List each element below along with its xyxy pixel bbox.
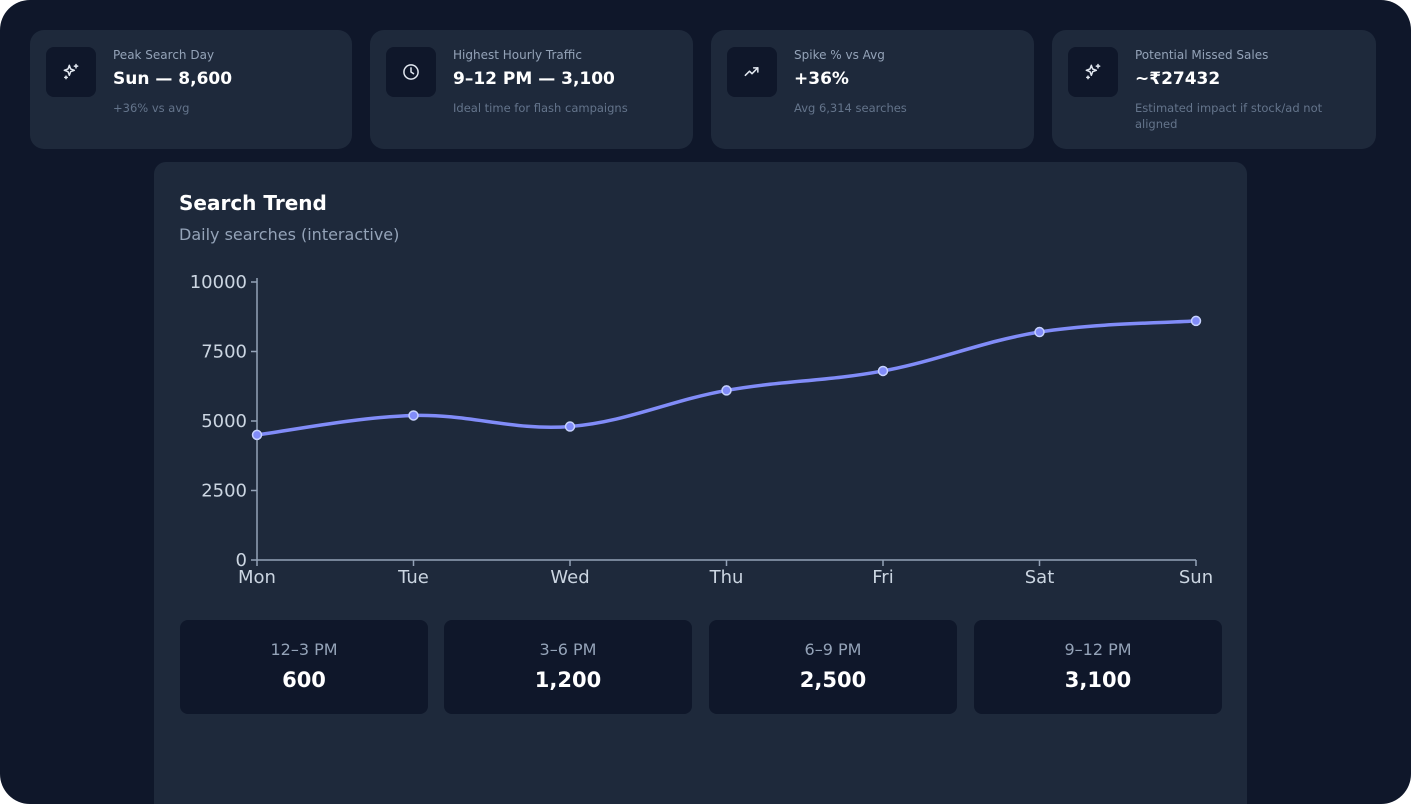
hourly-slot-value: 600 bbox=[282, 668, 326, 692]
trend-data-point bbox=[408, 410, 419, 421]
kpi-value: +36% bbox=[794, 69, 849, 89]
hourly-slot-value: 3,100 bbox=[1064, 668, 1132, 692]
hourly-slot-value: 1,200 bbox=[534, 668, 602, 692]
y-tick-label: 0 bbox=[236, 550, 247, 571]
kpi-label: Highest Hourly Traffic bbox=[453, 48, 582, 62]
hourly-slot-value: 2,500 bbox=[799, 668, 867, 692]
kpi-subtext: Avg 6,314 searches bbox=[794, 101, 907, 115]
hourly-slot-card: 6–9 PM 2,500 bbox=[709, 620, 957, 714]
sparkles-icon bbox=[46, 47, 96, 97]
kpi-value: ~₹27432 bbox=[1135, 69, 1221, 89]
trending-up-icon bbox=[727, 47, 777, 97]
panel-subtitle: Daily searches (interactive) bbox=[179, 225, 400, 244]
hourly-slot-card: 9–12 PM 3,100 bbox=[974, 620, 1222, 714]
x-tick-label: Thu bbox=[709, 567, 744, 588]
trend-data-point bbox=[877, 365, 889, 377]
kpi-value: Sun — 8,600 bbox=[113, 69, 233, 89]
x-tick-label: Sun bbox=[1179, 567, 1213, 588]
hourly-slot-label: 6–9 PM bbox=[804, 640, 862, 659]
kpi-card-highest-hourly-traffic: Highest Hourly Traffic 9–12 PM — 3,100 I… bbox=[370, 30, 693, 149]
hourly-slot-card: 12–3 PM 600 bbox=[180, 620, 428, 714]
trend-data-point bbox=[251, 429, 263, 441]
x-tick-label: Tue bbox=[397, 567, 429, 588]
hourly-slot-label: 12–3 PM bbox=[270, 640, 338, 659]
trend-data-point bbox=[1190, 315, 1202, 327]
x-tick-label: Sat bbox=[1025, 567, 1055, 588]
kpi-label: Spike % vs Avg bbox=[794, 48, 885, 62]
x-tick-label: Mon bbox=[238, 567, 276, 588]
y-tick-label: 7500 bbox=[201, 342, 247, 363]
hourly-slot-label: 3–6 PM bbox=[539, 640, 597, 659]
y-tick-label: 5000 bbox=[201, 411, 247, 432]
sparkles-icon bbox=[1068, 47, 1118, 97]
kpi-value: 9–12 PM — 3,100 bbox=[453, 69, 615, 89]
y-tick-label: 2500 bbox=[201, 481, 247, 502]
x-tick-label: Wed bbox=[550, 567, 589, 588]
search-trend-chart[interactable]: 0 2500 5000 7500 10000 Mon Tue Wed Thu Fri Sat Sun bbox=[154, 162, 1247, 602]
clock-icon bbox=[386, 47, 436, 97]
x-tick-label: Fri bbox=[872, 567, 893, 588]
hourly-slot-label: 9–12 PM bbox=[1064, 640, 1132, 659]
panel-title: Search Trend bbox=[179, 191, 327, 215]
trend-data-point bbox=[564, 421, 576, 432]
kpi-card-potential-missed-sales: Potential Missed Sales ~₹27432 Estimated… bbox=[1052, 30, 1376, 149]
kpi-card-peak-search-day: Peak Search Day Sun — 8,600 +36% vs avg bbox=[30, 30, 352, 149]
y-tick-label: 10000 bbox=[190, 272, 247, 293]
kpi-card-spike-vs-avg: Spike % vs Avg +36% Avg 6,314 searches bbox=[711, 30, 1034, 149]
kpi-label: Potential Missed Sales bbox=[1135, 48, 1269, 62]
hourly-slot-card: 3–6 PM 1,200 bbox=[444, 620, 692, 714]
kpi-subtext: Ideal time for flash campaigns bbox=[453, 101, 628, 115]
trend-data-point bbox=[721, 385, 732, 396]
search-trend-panel: Search Trend Daily searches (interactive… bbox=[154, 162, 1247, 804]
trend-data-point bbox=[1034, 326, 1045, 338]
kpi-label: Peak Search Day bbox=[113, 48, 215, 62]
kpi-subtext: +36% vs avg bbox=[113, 101, 190, 115]
kpi-subtext: Estimated impact if stock/ad not aligned bbox=[1135, 101, 1323, 131]
trend-line-series bbox=[255, 319, 1198, 437]
